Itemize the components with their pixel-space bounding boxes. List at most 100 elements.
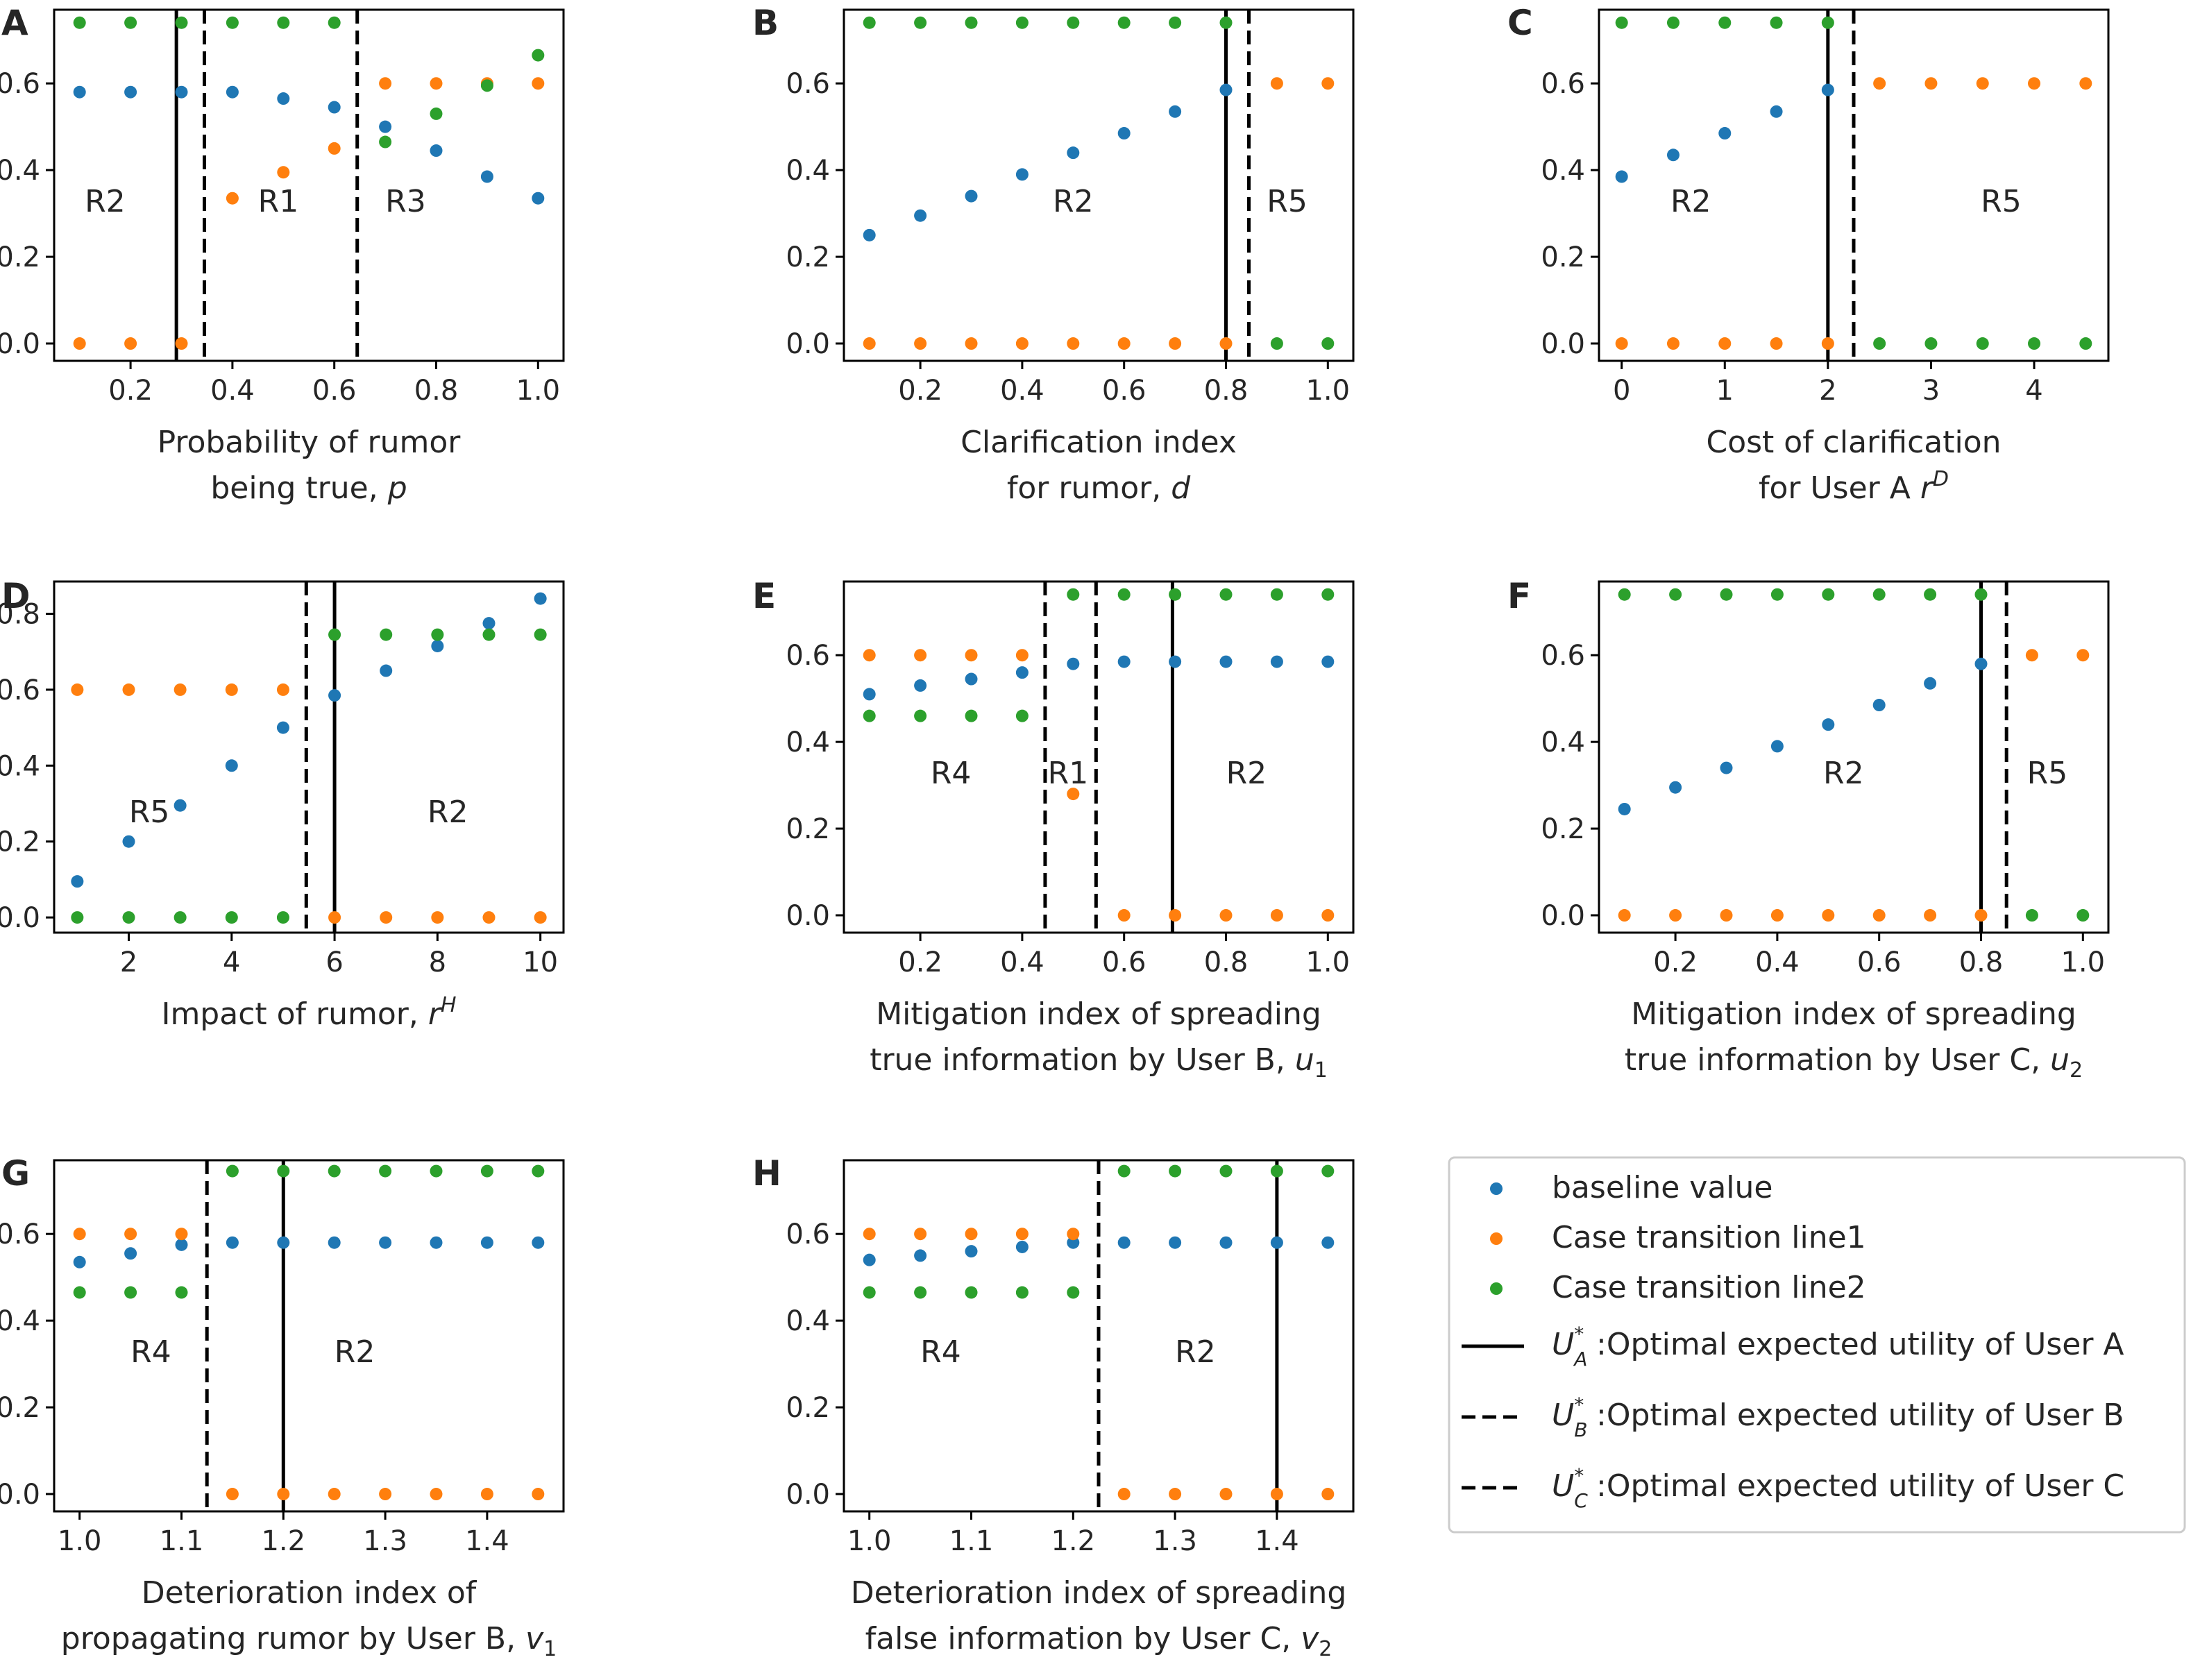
x-tick-label: 4 (223, 947, 240, 978)
x-axis-label: true information by User B, u1 (870, 1042, 1328, 1083)
point-baseline (226, 85, 239, 99)
point-line2 (73, 1286, 86, 1299)
y-tick-label: 0.0 (1541, 900, 1585, 932)
point-baseline (328, 1236, 341, 1249)
panel-label-F: F (1507, 576, 1531, 616)
point-baseline (328, 101, 341, 114)
point-baseline (1770, 105, 1783, 118)
x-tick-label: 0.2 (1653, 947, 1698, 978)
x-tick-label: 1.2 (261, 1525, 305, 1557)
point-baseline (1669, 781, 1682, 794)
x-tick-label: 1.2 (1051, 1525, 1095, 1557)
panel-label-G: G (1, 1153, 30, 1194)
y-tick-label: 0.2 (786, 241, 830, 273)
point-line1 (965, 1228, 978, 1241)
point-line2 (1270, 337, 1283, 350)
x-axis-label: Impact of rumor, rH (161, 993, 456, 1032)
region-label: R5 (2027, 756, 2068, 791)
x-tick-label: 0.4 (1755, 947, 1800, 978)
point-line1 (914, 1228, 927, 1241)
x-axis-label: Clarification index (961, 425, 1237, 460)
point-line2 (1321, 337, 1335, 350)
x-tick-label: 0.2 (108, 375, 153, 407)
point-baseline (122, 835, 135, 848)
region-label: R2 (1670, 184, 1711, 219)
region-label: R2 (1053, 184, 1094, 219)
region-label: R5 (1981, 184, 2022, 219)
point-line1 (1669, 909, 1682, 922)
point-line1 (2025, 649, 2038, 662)
y-tick-label: 0.2 (0, 1392, 40, 1424)
point-line1 (532, 77, 545, 90)
point-baseline (1219, 1236, 1233, 1249)
point-line1 (1015, 649, 1029, 662)
legend-line1-label: Case transition line1 (1552, 1220, 1866, 1255)
point-baseline (1821, 83, 1834, 96)
point-line1 (1015, 337, 1029, 350)
point-baseline (1015, 666, 1029, 679)
x-tick-label: 2 (1819, 375, 1836, 407)
plot-frame (53, 580, 565, 934)
point-baseline (1219, 655, 1233, 668)
point-line2 (1219, 1164, 1233, 1178)
point-line2 (1718, 16, 1732, 29)
point-line2 (863, 1286, 876, 1299)
region-label: R4 (130, 1334, 171, 1370)
point-line1 (1321, 909, 1335, 922)
y-tick-label: 0.6 (0, 68, 40, 100)
point-line2 (276, 911, 289, 924)
point-line2 (534, 628, 547, 641)
point-line2 (1270, 588, 1283, 601)
y-tick-label: 0.4 (0, 155, 40, 187)
region-label: R1 (258, 184, 299, 219)
y-tick-label: 0.0 (0, 328, 40, 360)
point-line1 (380, 911, 393, 924)
plot-frame (53, 1159, 565, 1513)
point-line2 (1117, 588, 1131, 601)
point-baseline (1872, 699, 1886, 712)
point-baseline (965, 189, 978, 203)
point-baseline (276, 721, 289, 734)
panel-D: D 0.0 0.2 0.4 0.6 0.8 2 4 6 8 10 Impact of rumor, r… (0, 576, 565, 1032)
point-line1 (1270, 1488, 1283, 1501)
x-tick-label: 0.4 (1000, 375, 1044, 407)
y-tick-label: 0.2 (1541, 241, 1585, 273)
y-tick-label: 0.6 (786, 640, 830, 672)
point-line2 (430, 1164, 443, 1178)
point-baseline (1270, 655, 1283, 668)
point-line1 (480, 1488, 493, 1501)
x-tick-label: 0.8 (414, 375, 459, 407)
legend-baseline-label: baseline value (1552, 1170, 1772, 1205)
y-tick-label: 0.4 (786, 155, 830, 187)
x-axis-label: Mitigation index of spreading (876, 996, 1321, 1032)
point-line1 (1321, 1488, 1335, 1501)
x-axis-label: being true, p (210, 470, 407, 506)
point-line1 (430, 77, 443, 90)
x-tick-label: 6 (325, 947, 343, 978)
point-line1 (277, 1488, 290, 1501)
point-line2 (328, 628, 341, 641)
legend-line1-marker (1490, 1232, 1503, 1245)
point-line1 (276, 683, 289, 696)
point-line1 (73, 337, 86, 350)
point-baseline (175, 85, 188, 99)
point-line2 (1770, 16, 1783, 29)
x-tick-label: 0 (1613, 375, 1630, 407)
point-line2 (480, 1164, 493, 1178)
point-line1 (534, 911, 547, 924)
point-line2 (2025, 909, 2038, 922)
point-baseline (914, 209, 927, 222)
point-line1 (1219, 1488, 1233, 1501)
point-baseline (1117, 1236, 1131, 1249)
point-line2 (914, 709, 927, 722)
point-line1 (379, 77, 392, 90)
point-baseline (863, 1253, 876, 1266)
point-line2 (1720, 588, 1733, 601)
point-line1 (1067, 788, 1080, 801)
point-line1 (1718, 337, 1732, 350)
y-tick-label: 0.0 (0, 1479, 40, 1511)
point-baseline (1615, 170, 1628, 183)
x-axis-label: Deterioration index of (142, 1575, 477, 1611)
point-baseline (1321, 1236, 1335, 1249)
x-axis-label: for User A rD (1759, 467, 1949, 506)
